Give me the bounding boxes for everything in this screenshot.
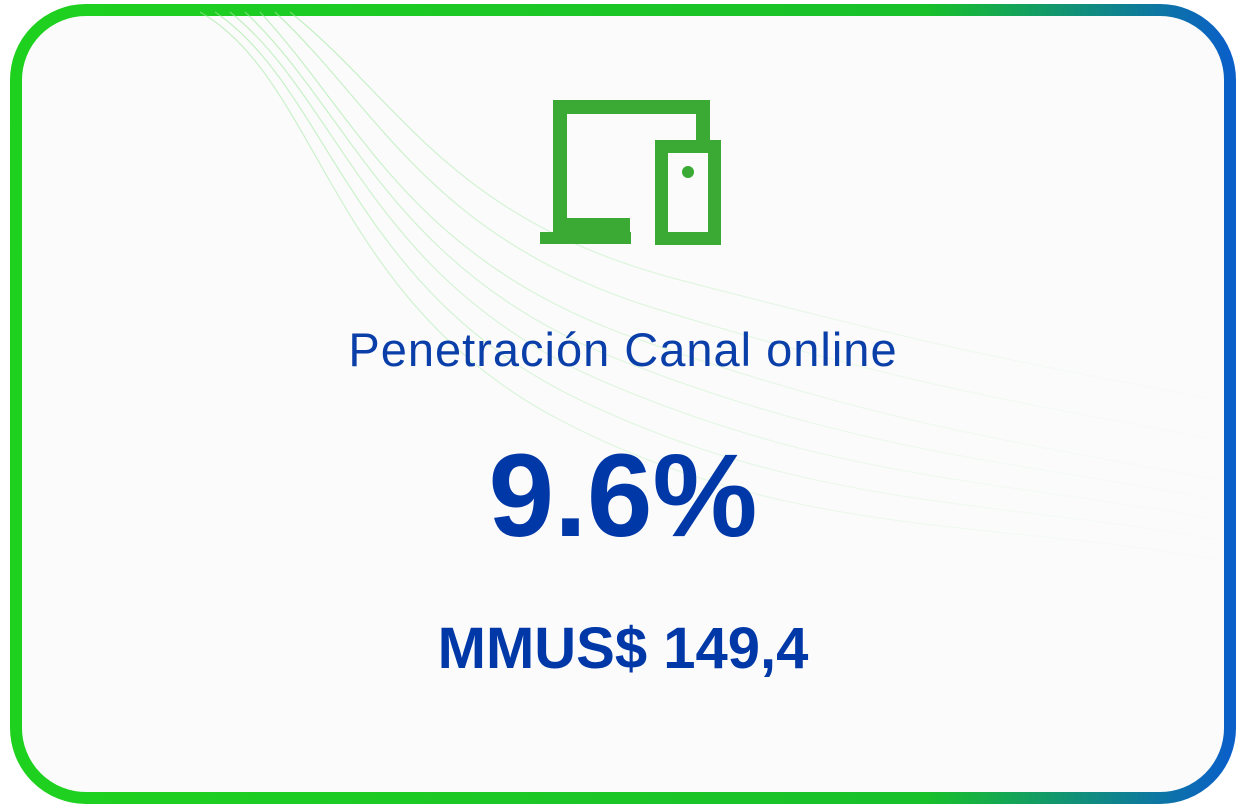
kpi-amount: MMUS$ 149,4: [437, 616, 809, 681]
card-border: [10, 4, 1236, 804]
device-icon: [540, 100, 721, 245]
kpi-value: 9.6%: [488, 430, 758, 562]
decorative-waves: [199, 11, 1221, 561]
kpi-label: Penetración Canal online: [348, 323, 898, 376]
